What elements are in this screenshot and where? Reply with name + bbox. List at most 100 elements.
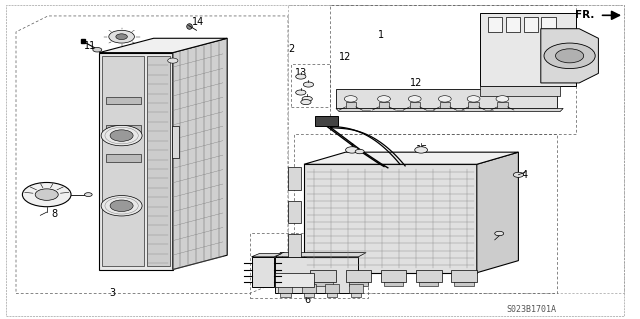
- Polygon shape: [173, 38, 227, 270]
- Text: 2: 2: [288, 44, 294, 55]
- Circle shape: [110, 130, 133, 141]
- Polygon shape: [288, 167, 301, 190]
- Polygon shape: [99, 38, 227, 53]
- Text: FR.: FR.: [575, 10, 594, 20]
- Polygon shape: [280, 293, 291, 297]
- Text: 7: 7: [278, 252, 285, 262]
- Circle shape: [303, 82, 314, 87]
- Polygon shape: [480, 86, 560, 96]
- Polygon shape: [252, 257, 274, 287]
- Polygon shape: [349, 284, 363, 293]
- Circle shape: [438, 96, 451, 102]
- Polygon shape: [488, 17, 502, 32]
- Polygon shape: [384, 282, 403, 286]
- Polygon shape: [106, 125, 141, 133]
- Polygon shape: [304, 152, 518, 164]
- Polygon shape: [310, 270, 336, 282]
- Polygon shape: [275, 257, 358, 293]
- Polygon shape: [99, 53, 173, 270]
- Text: 13: 13: [294, 68, 307, 78]
- Text: S023B1701A: S023B1701A: [507, 305, 557, 314]
- Polygon shape: [541, 29, 598, 83]
- Text: 5: 5: [262, 276, 269, 286]
- Circle shape: [495, 231, 504, 236]
- Text: 8: 8: [51, 209, 58, 219]
- Circle shape: [109, 30, 134, 43]
- Polygon shape: [275, 253, 366, 257]
- Polygon shape: [315, 116, 338, 126]
- Polygon shape: [381, 270, 406, 282]
- Polygon shape: [480, 13, 576, 86]
- Circle shape: [415, 147, 428, 153]
- Polygon shape: [497, 102, 508, 108]
- Text: 12: 12: [339, 52, 352, 63]
- Polygon shape: [440, 102, 450, 108]
- Polygon shape: [106, 97, 141, 104]
- Text: 3: 3: [109, 288, 115, 299]
- Circle shape: [101, 125, 142, 146]
- Circle shape: [302, 96, 312, 101]
- Circle shape: [110, 200, 133, 211]
- Circle shape: [378, 96, 390, 102]
- Text: 4: 4: [522, 170, 528, 181]
- Circle shape: [344, 96, 357, 102]
- Text: 1: 1: [378, 30, 384, 40]
- Circle shape: [496, 96, 509, 102]
- Circle shape: [116, 34, 127, 40]
- Polygon shape: [314, 282, 333, 286]
- Polygon shape: [451, 270, 477, 282]
- Polygon shape: [102, 56, 144, 266]
- Polygon shape: [524, 17, 538, 32]
- Polygon shape: [379, 102, 389, 108]
- Text: 10: 10: [346, 148, 358, 158]
- Circle shape: [22, 182, 71, 207]
- Polygon shape: [410, 102, 420, 108]
- Polygon shape: [336, 89, 557, 108]
- Polygon shape: [325, 284, 339, 293]
- Text: 12: 12: [448, 103, 461, 114]
- Polygon shape: [541, 17, 556, 32]
- Circle shape: [355, 149, 364, 154]
- Polygon shape: [416, 270, 442, 282]
- Circle shape: [35, 189, 58, 200]
- Polygon shape: [304, 293, 314, 297]
- Text: 6: 6: [304, 295, 310, 305]
- Polygon shape: [349, 282, 368, 286]
- Circle shape: [544, 43, 595, 69]
- Polygon shape: [106, 154, 141, 162]
- Polygon shape: [346, 102, 356, 108]
- Circle shape: [556, 49, 584, 63]
- Polygon shape: [252, 254, 282, 257]
- Text: 15: 15: [416, 145, 429, 155]
- Polygon shape: [278, 284, 292, 293]
- Text: 14: 14: [490, 234, 502, 244]
- Polygon shape: [288, 234, 301, 257]
- Polygon shape: [336, 108, 563, 112]
- Circle shape: [513, 172, 524, 177]
- Polygon shape: [506, 17, 520, 32]
- Polygon shape: [346, 270, 371, 282]
- Circle shape: [296, 74, 306, 79]
- Circle shape: [301, 100, 311, 105]
- Polygon shape: [468, 102, 479, 108]
- Circle shape: [168, 58, 178, 63]
- Polygon shape: [172, 126, 179, 158]
- Polygon shape: [275, 273, 314, 287]
- Circle shape: [346, 147, 358, 153]
- Circle shape: [296, 90, 306, 95]
- Polygon shape: [327, 293, 337, 297]
- Polygon shape: [454, 282, 474, 286]
- Text: 12: 12: [410, 78, 422, 88]
- Polygon shape: [304, 164, 477, 273]
- Polygon shape: [147, 56, 170, 266]
- Circle shape: [467, 96, 480, 102]
- Polygon shape: [419, 282, 438, 286]
- Polygon shape: [477, 152, 518, 273]
- Circle shape: [408, 96, 421, 102]
- Text: 11: 11: [83, 41, 96, 51]
- Circle shape: [84, 193, 92, 197]
- Text: 9: 9: [285, 288, 291, 299]
- Polygon shape: [288, 201, 301, 223]
- Circle shape: [101, 196, 142, 216]
- Polygon shape: [351, 293, 361, 297]
